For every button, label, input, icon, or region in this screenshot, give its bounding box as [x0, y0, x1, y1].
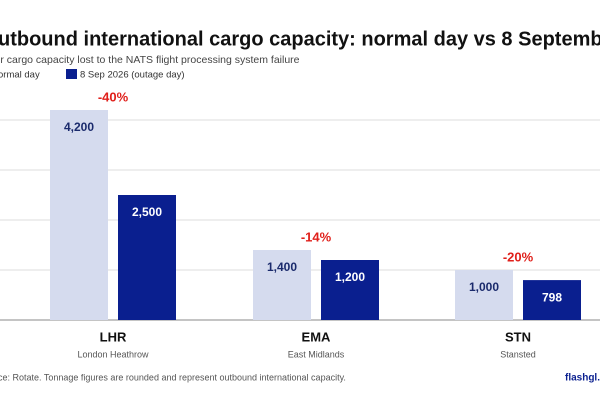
bar — [118, 195, 176, 320]
chart-title: utbound international cargo capacity: no… — [0, 28, 600, 50]
value-label: 1,000 — [469, 280, 499, 294]
legend-label: ormal day — [0, 70, 40, 81]
brand: flashgl. — [565, 373, 600, 384]
value-label: 1,200 — [335, 270, 365, 284]
legend-swatch — [66, 69, 77, 79]
value-label: 2,500 — [132, 205, 162, 219]
value-label: 4,200 — [64, 120, 94, 134]
x-tick-sublabel: London Heathrow — [77, 349, 149, 359]
chart-subtitle: ir cargo capacity lost to the NATS fligh… — [0, 54, 300, 66]
value-label: 798 — [542, 290, 562, 304]
legend-label: 8 Sep 2026 (outage day) — [80, 70, 185, 81]
bar — [253, 250, 311, 320]
x-tick-label: EMA — [302, 329, 332, 344]
bar — [50, 110, 108, 320]
x-tick-label: LHR — [100, 329, 127, 344]
x-tick-sublabel: Stansted — [500, 349, 536, 359]
x-tick-sublabel: East Midlands — [288, 349, 345, 359]
x-tick-label: STN — [505, 329, 531, 344]
bar — [455, 270, 513, 320]
change-label: -20% — [503, 249, 534, 264]
bar — [523, 280, 581, 320]
change-label: -40% — [98, 89, 129, 104]
change-label: -14% — [301, 229, 332, 244]
source-note: ce: Rotate. Tonnage figures are rounded … — [0, 372, 346, 382]
bar — [321, 260, 379, 320]
value-label: 1,400 — [267, 260, 297, 274]
